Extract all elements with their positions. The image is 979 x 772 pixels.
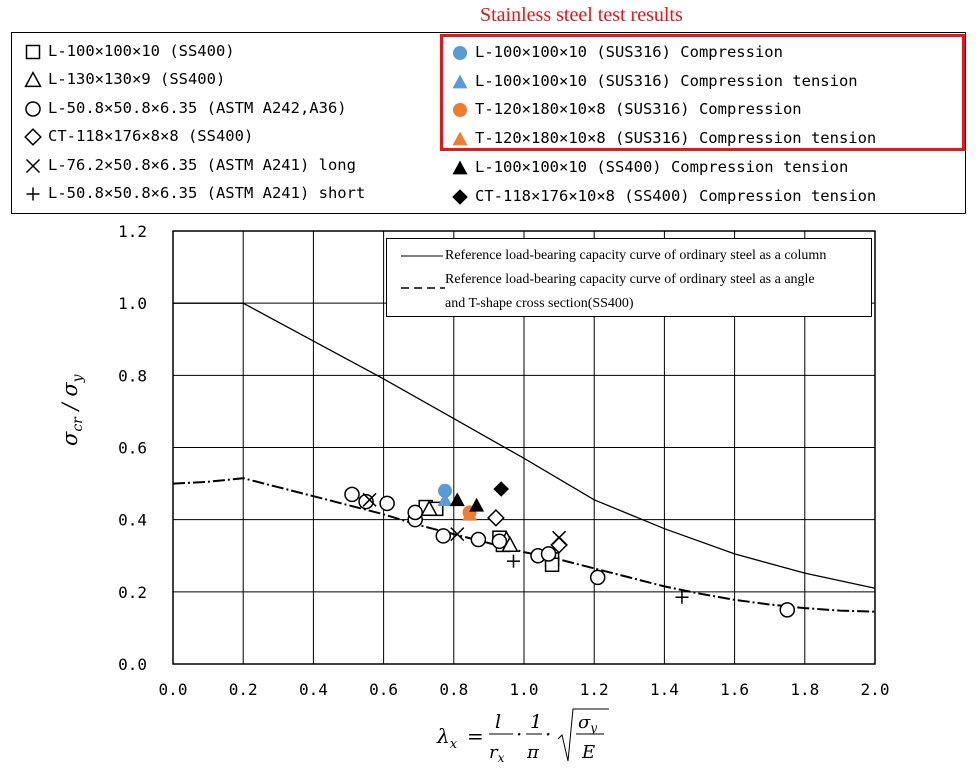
series-circle-open xyxy=(344,486,796,618)
x-tick-label: 2.0 xyxy=(861,680,890,699)
data-point xyxy=(362,492,377,507)
x-tick-label: 1.8 xyxy=(790,680,819,699)
svg-text:=: = xyxy=(467,724,484,748)
y-tick-label: 0.2 xyxy=(118,583,147,602)
legend-label: L-130×130×9 (SS400) xyxy=(48,70,226,89)
legend-label: T-120×180×10×8 (SUS316) Compression tens… xyxy=(475,129,877,148)
triangle-filled-marker-icon xyxy=(452,131,468,146)
legend-label: L-50.8×50.8×6.35 (ASTM A241) short xyxy=(48,184,366,202)
x-tick-label: 1.6 xyxy=(720,680,749,699)
ref-legend-angle-line1: Reference load-bearing capacity curve of… xyxy=(445,272,815,287)
data-point xyxy=(438,483,453,498)
triangle-open-marker-icon xyxy=(24,71,42,88)
data-point xyxy=(462,506,478,521)
plus-marker-icon xyxy=(26,187,40,201)
x-tick-label: 0.2 xyxy=(229,680,258,699)
data-point xyxy=(487,509,505,527)
legend-label: L-100×100×10 (SS400) xyxy=(48,42,235,60)
legend-label: CT-118×176×8×8 (SS400) xyxy=(48,127,254,146)
legend-label: CT-118×176×10×8 (SS400) Compression tens… xyxy=(475,186,877,205)
x-tick-label: 0.6 xyxy=(369,680,398,699)
legend-label: L-100×100×10 (SS400) Compression tension xyxy=(475,157,849,176)
x-tick-label: 0.8 xyxy=(439,680,468,699)
stainless-legend-highlight xyxy=(440,34,965,151)
x-tick-label: 0.0 xyxy=(159,680,188,699)
data-point xyxy=(469,497,485,512)
y-tick-label: 1.0 xyxy=(118,294,147,313)
x-tick-label: 1.4 xyxy=(650,680,679,699)
triangle-filled-marker-icon xyxy=(452,74,468,89)
svg-text:λx: λx xyxy=(436,724,458,752)
svg-text:1: 1 xyxy=(530,711,542,733)
data-point xyxy=(589,569,606,586)
y-tick-label: 0.0 xyxy=(118,655,147,674)
y-tick-label: 1.2 xyxy=(118,222,147,241)
legend-label: L-100×100×10 (SUS316) Compression tensio… xyxy=(475,71,858,90)
x-tick-label: 0.4 xyxy=(299,680,328,699)
series-circle-filled xyxy=(438,483,453,498)
series-plus xyxy=(506,554,689,604)
data-point xyxy=(379,495,395,512)
series-triangle-filled xyxy=(437,492,453,507)
data-point xyxy=(506,554,520,568)
y-tick-label: 0.4 xyxy=(118,511,147,530)
data-point xyxy=(470,531,487,548)
diamond-open-marker-icon xyxy=(24,128,42,147)
plot-frame xyxy=(172,230,876,665)
data-point xyxy=(437,492,453,507)
svg-text:E: E xyxy=(581,742,595,763)
circle-filled-marker-icon xyxy=(452,103,468,118)
data-point xyxy=(552,530,567,545)
scatter-chart: 0.0 0.2 0.4 0.6 0.8 1.0 1.2 1.4 1.6 1.8 2.0 0.0 0.2 0… xyxy=(118,222,890,699)
data-point xyxy=(407,504,423,521)
data-point xyxy=(493,481,509,497)
reference-curve-legend: Reference load-bearing capacity curve of… xyxy=(386,238,872,317)
data-point xyxy=(449,492,465,507)
legend-label: L-76.2×50.8×6.35 (ASTM A241) long xyxy=(48,155,356,174)
ref-legend-angle-line2: and T-shape cross section(SS400) xyxy=(445,296,634,311)
x-tick-label: 1.0 xyxy=(510,680,539,699)
svg-text:σy: σy xyxy=(578,712,597,735)
data-point xyxy=(779,602,796,618)
reference-curve-column xyxy=(173,302,876,589)
series-diamond-filled xyxy=(493,481,509,497)
legend-label: L-50.8×50.8×6.35 (ASTM A242,A36) xyxy=(48,98,347,117)
svg-text:l: l xyxy=(495,711,501,733)
x-tick-label: 1.2 xyxy=(580,680,609,699)
data-point xyxy=(420,499,438,516)
legend-label: T-120×180×10×8 (SUS316) Compression xyxy=(475,100,802,119)
triangle-filled-marker-icon xyxy=(452,160,468,175)
circle-filled-marker-icon xyxy=(452,45,468,61)
legend-label: L-100×100×10 (SUS316) Compression xyxy=(475,43,783,61)
data-point xyxy=(344,486,360,503)
svg-text:rx: rx xyxy=(489,742,505,765)
series-triangle-filled xyxy=(449,492,485,512)
marker-legend-box xyxy=(11,32,966,214)
y-tick-label: 0.6 xyxy=(118,439,147,458)
data-point xyxy=(358,493,374,510)
ref-legend-column: Reference load-bearing capacity curve of… xyxy=(445,248,827,263)
series-triangle-filled xyxy=(462,506,478,521)
cross-marker-icon xyxy=(25,158,41,173)
x-axis-formula: λx = l rx · 1 π · σy E xyxy=(436,705,627,772)
series-cross xyxy=(362,492,567,545)
y-axis-label: σcr / σy xyxy=(58,374,87,446)
data-point xyxy=(491,533,508,550)
circle-open-marker-icon xyxy=(25,101,41,117)
svg-text:·: · xyxy=(516,722,522,746)
stainless-results-title: Stainless steel test results xyxy=(480,4,683,26)
reference-curve-angle-T xyxy=(172,477,876,613)
data-point xyxy=(540,546,557,562)
y-tick-label: 0.8 xyxy=(118,366,147,385)
diamond-filled-marker-icon xyxy=(452,188,468,205)
svg-text:π: π xyxy=(526,742,540,763)
data-point xyxy=(450,527,465,542)
svg-text:·: · xyxy=(545,722,551,746)
data-point xyxy=(435,528,452,544)
data-point xyxy=(675,590,689,604)
square-open-marker-icon xyxy=(25,44,41,60)
